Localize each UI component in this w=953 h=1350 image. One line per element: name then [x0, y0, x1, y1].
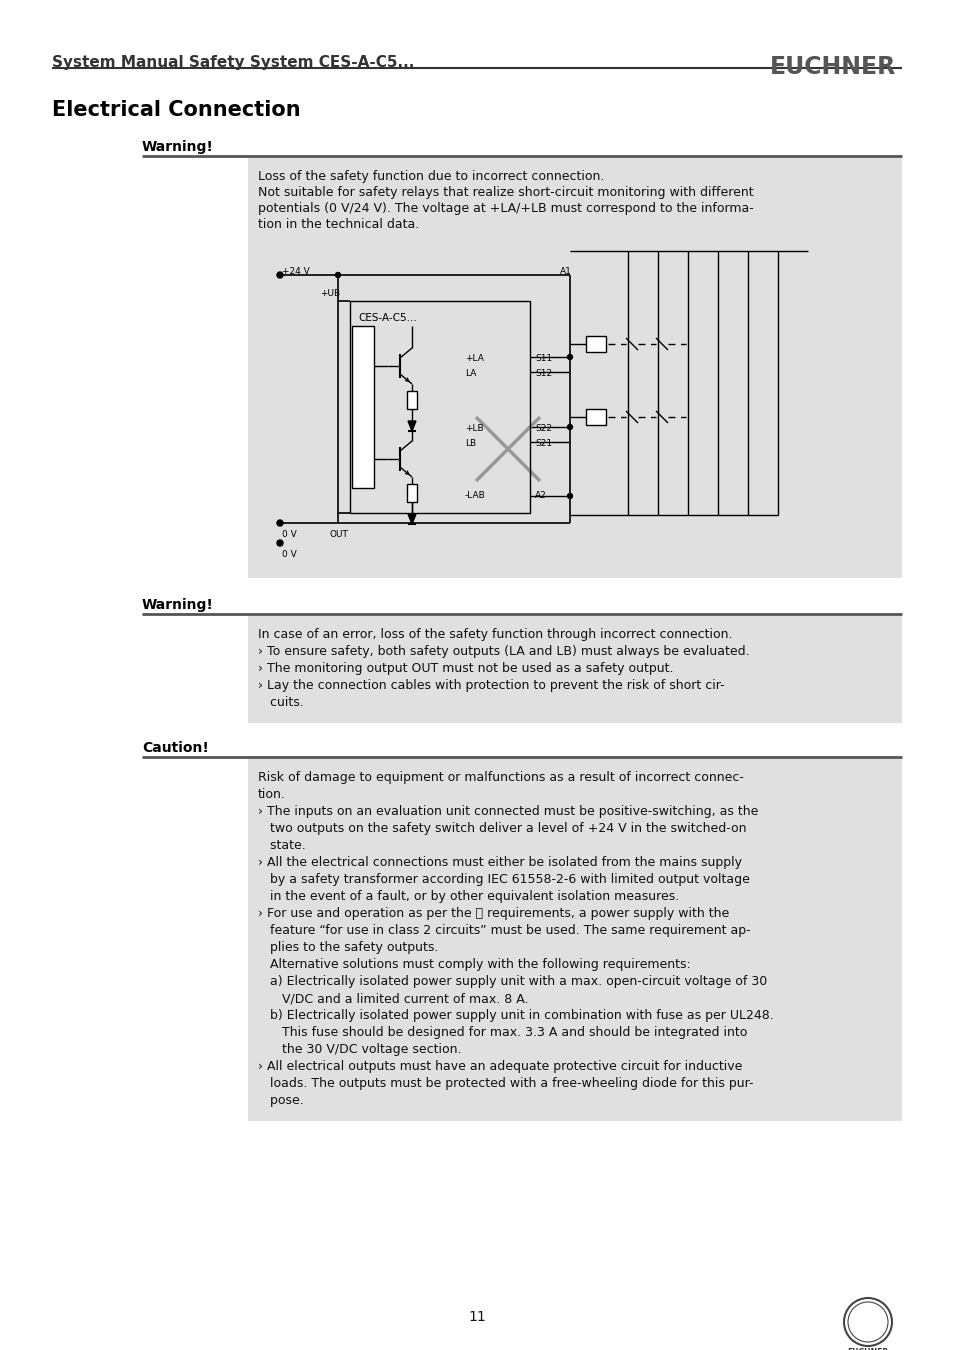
Text: Electrical Connection: Electrical Connection	[52, 100, 300, 120]
Bar	[268, 243, 887, 554]
Text: 0 V: 0 V	[282, 531, 296, 539]
Polygon shape	[408, 421, 416, 431]
Bar	[248, 616, 901, 724]
Text: S22: S22	[535, 424, 552, 433]
Text: S11: S11	[535, 354, 552, 363]
Text: Loss of the safety function due to incorrect connection.: Loss of the safety function due to incor…	[257, 170, 604, 184]
Text: Not suitable for safety relays that realize short-circuit monitoring with differ: Not suitable for safety relays that real…	[257, 186, 753, 198]
Text: S21: S21	[535, 439, 552, 448]
Circle shape	[276, 520, 283, 526]
Text: Warning!: Warning!	[142, 598, 213, 612]
Bar	[248, 759, 901, 1120]
Bar	[585, 336, 605, 352]
Text: -LAB: -LAB	[464, 491, 485, 500]
Text: tion.: tion.	[257, 788, 286, 801]
Bar	[352, 325, 374, 487]
Circle shape	[567, 355, 572, 359]
Text: › To ensure safety, both safety outputs (LA and LB) must always be evaluated.: › To ensure safety, both safety outputs …	[257, 645, 749, 657]
Text: › The monitoring output OUT must not be used as a safety output.: › The monitoring output OUT must not be …	[257, 662, 673, 675]
Text: V/DC and a limited current of max. 8 A.: V/DC and a limited current of max. 8 A.	[257, 992, 528, 1004]
Text: › All the electrical connections must either be isolated from the mains supply: › All the electrical connections must ei…	[257, 856, 741, 869]
Text: › The inputs on an evaluation unit connected must be positive-switching, as the: › The inputs on an evaluation unit conne…	[257, 805, 758, 818]
Bar	[350, 301, 530, 513]
Text: in the event of a fault, or by other equivalent isolation measures.: in the event of a fault, or by other equ…	[257, 890, 679, 903]
Text: LB: LB	[464, 439, 476, 448]
Text: Alternative solutions must comply with the following requirements:: Alternative solutions must comply with t…	[257, 958, 690, 971]
Bar	[585, 409, 605, 425]
Text: CES-A-C5...: CES-A-C5...	[357, 313, 416, 323]
Text: plies to the safety outputs.: plies to the safety outputs.	[257, 941, 438, 954]
Text: A1: A1	[559, 267, 571, 275]
Text: two outputs on the safety switch deliver a level of +24 V in the switched-on: two outputs on the safety switch deliver…	[257, 822, 745, 836]
Circle shape	[276, 271, 283, 278]
Text: potentials (0 V/24 V). The voltage at +LA/+LB must correspond to the informa-: potentials (0 V/24 V). The voltage at +L…	[257, 202, 753, 215]
Text: a) Electrically isolated power supply unit with a max. open-circuit voltage of 3: a) Electrically isolated power supply un…	[257, 975, 766, 988]
Bar	[407, 485, 416, 502]
Polygon shape	[408, 514, 416, 524]
Text: A2: A2	[535, 491, 546, 500]
Circle shape	[567, 424, 572, 429]
Circle shape	[843, 1297, 891, 1346]
Bar	[248, 158, 901, 578]
Text: This fuse should be designed for max. 3.3 A and should be integrated into: This fuse should be designed for max. 3.…	[257, 1026, 746, 1040]
Circle shape	[335, 273, 340, 278]
Text: Caution!: Caution!	[142, 741, 209, 755]
Text: EUCHNER: EUCHNER	[846, 1349, 887, 1350]
Text: 11: 11	[468, 1310, 485, 1324]
Text: +LB: +LB	[464, 424, 483, 433]
Circle shape	[276, 540, 283, 545]
Text: +UB: +UB	[319, 289, 340, 298]
Text: the 30 V/DC voltage section.: the 30 V/DC voltage section.	[257, 1044, 461, 1056]
Text: S12: S12	[535, 369, 552, 378]
Text: feature “for use in class 2 circuits” must be used. The same requirement ap-: feature “for use in class 2 circuits” mu…	[257, 923, 750, 937]
Text: loads. The outputs must be protected with a free-wheeling diode for this pur-: loads. The outputs must be protected wit…	[257, 1077, 753, 1089]
Text: Warning!: Warning!	[142, 140, 213, 154]
Bar	[407, 392, 416, 409]
Text: OUT: OUT	[330, 531, 349, 539]
Text: tion in the technical data.: tion in the technical data.	[257, 217, 418, 231]
Text: Z: Z	[588, 338, 594, 347]
Text: b) Electrically isolated power supply unit in combination with fuse as per UL248: b) Electrically isolated power supply un…	[257, 1008, 773, 1022]
Text: Risk of damage to equipment or malfunctions as a result of incorrect connec-: Risk of damage to equipment or malfuncti…	[257, 771, 743, 784]
Text: 0 V: 0 V	[282, 549, 296, 559]
Text: by a safety transformer according IEC 61558-2-6 with limited output voltage: by a safety transformer according IEC 61…	[257, 873, 749, 886]
Text: › Lay the connection cables with protection to prevent the risk of short cir-: › Lay the connection cables with protect…	[257, 679, 724, 693]
Text: EUCHNER: EUCHNER	[769, 55, 895, 80]
Text: Z: Z	[588, 410, 594, 420]
Text: +LA: +LA	[464, 354, 483, 363]
Text: +24 V: +24 V	[282, 267, 310, 275]
Text: › For use and operation as per the Ⓢ requirements, a power supply with the: › For use and operation as per the Ⓢ req…	[257, 907, 728, 919]
Circle shape	[567, 494, 572, 498]
Text: › All electrical outputs must have an adequate protective circuit for inductive: › All electrical outputs must have an ad…	[257, 1060, 741, 1073]
Text: state.: state.	[257, 838, 305, 852]
Text: pose.: pose.	[257, 1094, 303, 1107]
Text: In case of an error, loss of the safety function through incorrect connection.: In case of an error, loss of the safety …	[257, 628, 732, 641]
Text: LA: LA	[464, 369, 476, 378]
Text: cuits.: cuits.	[257, 697, 303, 709]
Text: System Manual Safety System CES-A-C5...: System Manual Safety System CES-A-C5...	[52, 55, 414, 70]
